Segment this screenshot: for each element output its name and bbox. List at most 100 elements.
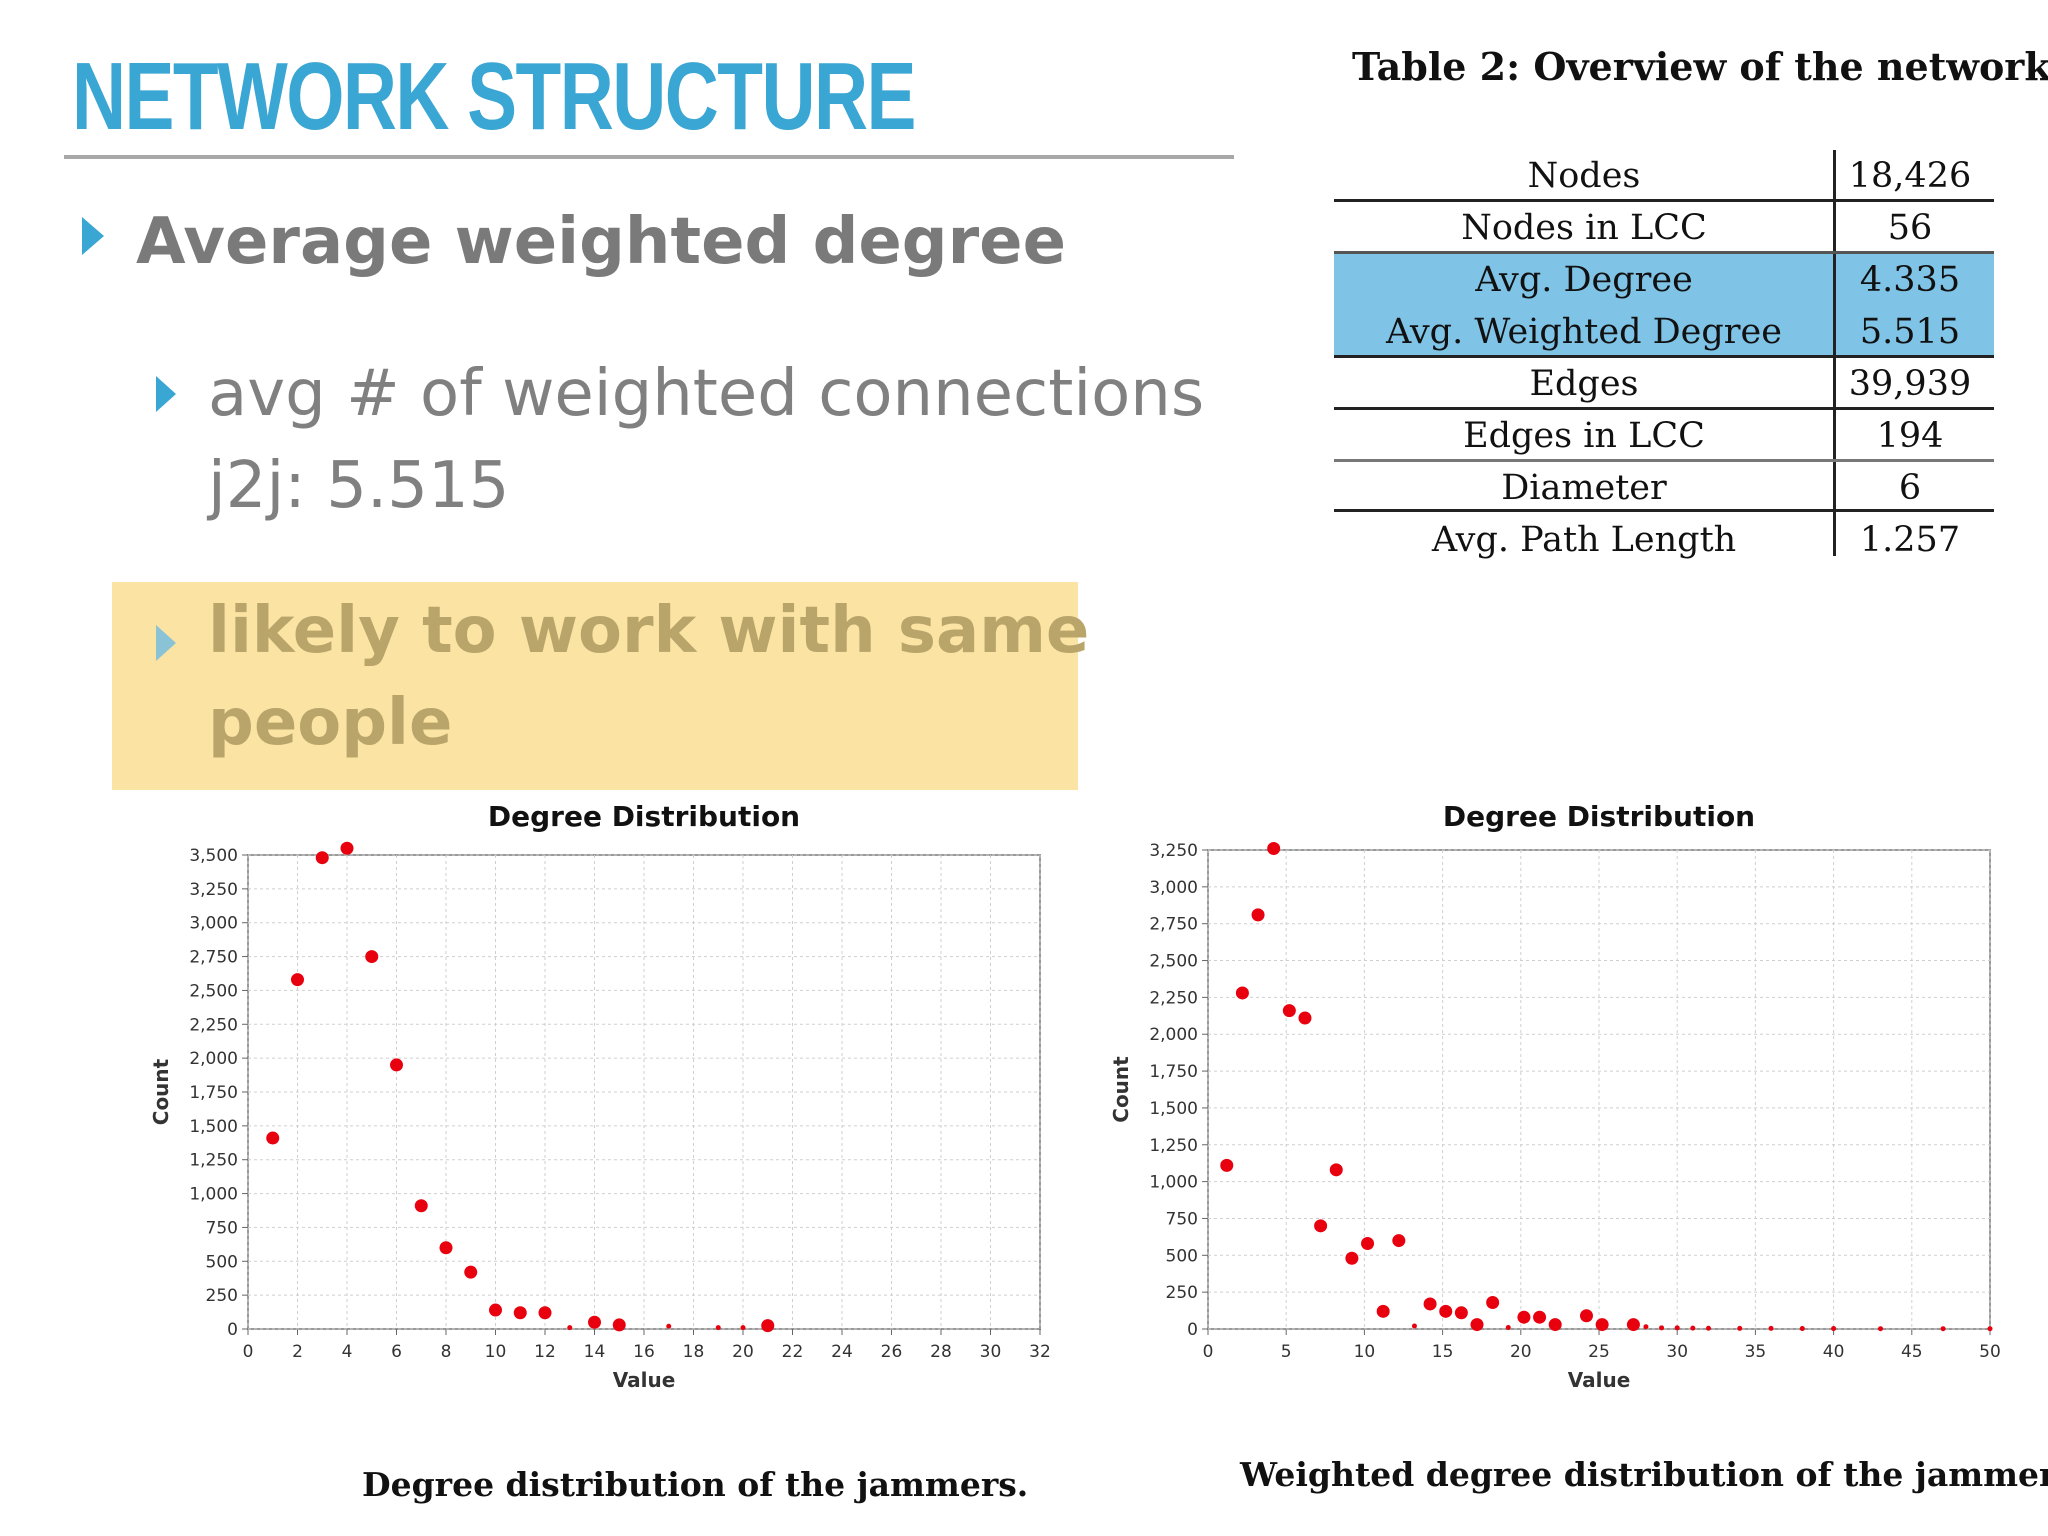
x-tick-label: 22 bbox=[782, 1342, 804, 1362]
data-point bbox=[1548, 1318, 1562, 1332]
data-point bbox=[390, 1058, 403, 1072]
data-point bbox=[365, 950, 379, 964]
data-point bbox=[1298, 1011, 1312, 1025]
y-tick-label: 1,000 bbox=[189, 1185, 238, 1205]
y-tick-label: 3,500 bbox=[189, 846, 238, 866]
table-row-highlighted: Avg. Weighted Degree 5.515 bbox=[1334, 306, 1994, 358]
data-point bbox=[761, 1319, 775, 1333]
x-tick-label: 2 bbox=[292, 1342, 303, 1362]
y-axis-label: Count bbox=[1109, 1056, 1133, 1123]
row-value: 56 bbox=[1887, 208, 1933, 248]
chart-title: Degree Distribution bbox=[1443, 800, 1755, 833]
bullet-average-weighted-degree: Average weighted degree bbox=[82, 205, 1066, 279]
y-tick-label: 1,250 bbox=[189, 1151, 238, 1171]
row-label: Edges in LCC bbox=[1463, 416, 1705, 456]
x-tick-label: 14 bbox=[584, 1342, 606, 1362]
data-point bbox=[1799, 1326, 1805, 1332]
data-point bbox=[1423, 1297, 1437, 1311]
y-tick-label: 2,750 bbox=[1149, 915, 1198, 935]
bullet-main-text: Average weighted degree bbox=[136, 205, 1066, 279]
x-tick-label: 30 bbox=[980, 1342, 1002, 1362]
sub-bullet-line2: j2j: 5.515 bbox=[208, 449, 510, 523]
triangle-bullet-icon bbox=[156, 376, 176, 412]
table-row: Diameter 6 bbox=[1334, 462, 1994, 514]
network-overview-table: Nodes 18,426 Nodes in LCC 56 Avg. Degree 4.… bbox=[1334, 150, 1994, 566]
x-tick-label: 45 bbox=[1901, 1342, 1923, 1362]
table-rule bbox=[1334, 459, 1994, 462]
table-column-divider bbox=[1833, 150, 1836, 556]
table-row: Avg. Path Length 1.257 bbox=[1334, 514, 1994, 566]
y-tick-label: 2,500 bbox=[189, 981, 238, 1001]
row-label: Avg. Weighted Degree bbox=[1386, 312, 1782, 352]
row-value: 1.257 bbox=[1859, 520, 1961, 560]
x-tick-label: 28 bbox=[930, 1342, 952, 1362]
data-point bbox=[315, 851, 329, 865]
data-point bbox=[1392, 1234, 1406, 1248]
y-tick-label: 750 bbox=[1166, 1209, 1198, 1229]
row-value: 194 bbox=[1876, 416, 1944, 456]
data-point bbox=[588, 1315, 601, 1329]
y-tick-label: 0 bbox=[227, 1320, 238, 1340]
table-row: Edges 39,939 bbox=[1334, 358, 1994, 410]
data-point bbox=[1674, 1325, 1680, 1331]
data-point bbox=[1987, 1326, 1993, 1332]
data-point bbox=[1705, 1325, 1711, 1331]
slide-title: NETWORK STRUCTURE bbox=[72, 43, 916, 150]
table-row: Edges in LCC 194 bbox=[1334, 410, 1994, 462]
data-point bbox=[1376, 1304, 1390, 1318]
table-row: Nodes in LCC 56 bbox=[1334, 202, 1994, 254]
title-divider bbox=[64, 155, 1234, 159]
data-point bbox=[1690, 1325, 1696, 1331]
y-tick-label: 0 bbox=[1187, 1320, 1198, 1340]
y-tick-label: 250 bbox=[206, 1286, 238, 1306]
y-tick-label: 2,500 bbox=[1149, 952, 1198, 972]
x-axis-label: Value bbox=[1568, 1368, 1631, 1392]
data-point bbox=[513, 1306, 527, 1320]
data-point bbox=[266, 1131, 280, 1145]
table-rule bbox=[1334, 199, 1994, 202]
y-tick-label: 1,500 bbox=[1149, 1099, 1198, 1119]
x-tick-label: 15 bbox=[1432, 1342, 1454, 1362]
x-tick-label: 30 bbox=[1666, 1342, 1688, 1362]
data-point bbox=[1345, 1251, 1359, 1265]
left-figure-caption: Degree distribution of the jammers. bbox=[362, 1465, 1029, 1504]
data-point bbox=[414, 1199, 428, 1213]
data-point bbox=[1361, 1237, 1375, 1251]
data-point bbox=[1411, 1323, 1417, 1329]
x-tick-label: 0 bbox=[1203, 1342, 1214, 1362]
data-point bbox=[1314, 1219, 1328, 1233]
triangle-bullet-icon bbox=[156, 625, 176, 661]
x-axis-label: Value bbox=[613, 1368, 676, 1392]
row-label: Edges bbox=[1529, 364, 1639, 404]
y-tick-label: 2,000 bbox=[1149, 1025, 1198, 1045]
data-point bbox=[612, 1318, 626, 1332]
x-tick-label: 35 bbox=[1745, 1342, 1767, 1362]
x-tick-label: 10 bbox=[1354, 1342, 1376, 1362]
y-tick-label: 3,000 bbox=[1149, 878, 1198, 898]
data-point bbox=[1439, 1304, 1453, 1318]
sub-bullet-line1: avg # of weighted connections bbox=[208, 357, 1205, 431]
y-tick-label: 1,250 bbox=[1149, 1136, 1198, 1156]
data-point bbox=[1505, 1325, 1511, 1331]
data-point bbox=[439, 1241, 453, 1255]
x-tick-label: 6 bbox=[391, 1342, 402, 1362]
y-tick-label: 250 bbox=[1166, 1283, 1198, 1303]
data-point bbox=[1579, 1309, 1593, 1323]
table-caption: Table 2: Overview of the network bbox=[1352, 44, 2048, 89]
data-point bbox=[1831, 1326, 1837, 1332]
data-point bbox=[1626, 1318, 1640, 1332]
data-point bbox=[1486, 1295, 1500, 1309]
x-tick-label: 20 bbox=[1510, 1342, 1532, 1362]
y-tick-label: 2,000 bbox=[189, 1049, 238, 1069]
x-tick-label: 0 bbox=[243, 1342, 254, 1362]
row-label: Nodes in LCC bbox=[1461, 208, 1707, 248]
y-tick-label: 2,250 bbox=[1149, 988, 1198, 1008]
row-label: Diameter bbox=[1501, 468, 1667, 508]
x-tick-label: 26 bbox=[881, 1342, 903, 1362]
data-point bbox=[567, 1325, 573, 1331]
data-point bbox=[1940, 1326, 1946, 1332]
data-point bbox=[1329, 1163, 1343, 1177]
data-point bbox=[715, 1325, 721, 1331]
